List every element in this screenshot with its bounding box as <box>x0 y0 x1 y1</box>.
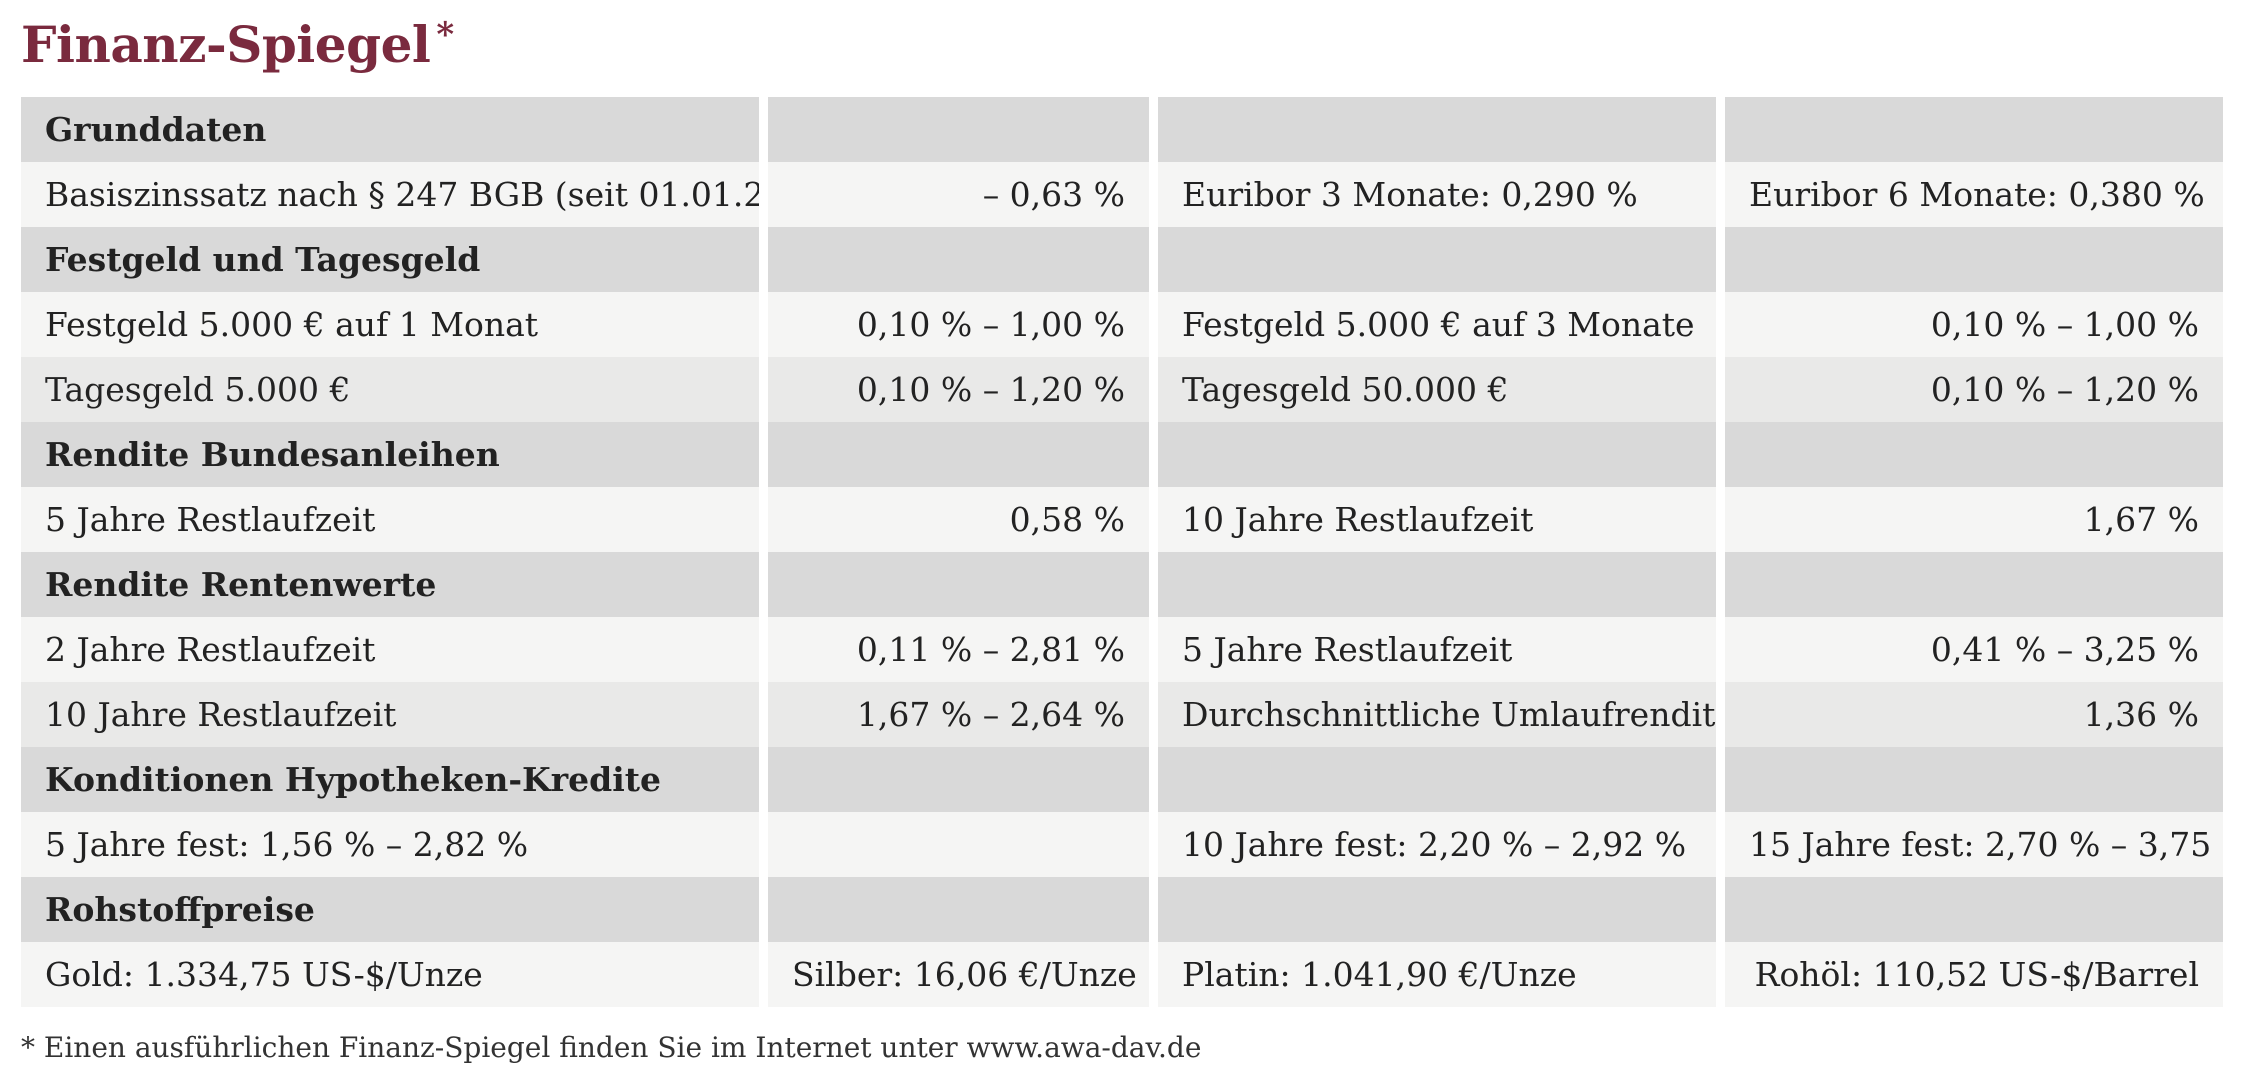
table-row: Festgeld 5.000 € auf 1 Monat 0,10 % – 1,… <box>21 292 2223 357</box>
section-empty-cell <box>768 227 1149 292</box>
row-label: 5 Jahre fest: 1,56 % – 2,82 % <box>21 812 759 877</box>
section-empty-cell <box>1158 422 1716 487</box>
section-empty-cell <box>1725 422 2223 487</box>
section-heading: Grunddaten <box>21 97 759 162</box>
section-header-row: Festgeld und Tagesgeld <box>21 227 2223 292</box>
section-heading: Rendite Bundesanleihen <box>21 422 759 487</box>
footnote: * Einen ausführlichen Finanz-Spiegel fin… <box>21 1031 1202 1064</box>
row-label: Festgeld 5.000 € auf 1 Monat <box>21 292 759 357</box>
row-value <box>768 812 1149 877</box>
table-row: 5 Jahre Restlaufzeit 0,58 % 10 Jahre Res… <box>21 487 2223 552</box>
row-value: Rohöl: 110,52 US-$/Barrel <box>1725 942 2223 1007</box>
section-header-row: Rendite Rentenwerte <box>21 552 2223 617</box>
section-empty-cell <box>768 97 1149 162</box>
section-empty-cell <box>1158 747 1716 812</box>
row-value: 1,67 % – 2,64 % <box>768 682 1149 747</box>
row-label: 10 Jahre Restlaufzeit <box>21 682 759 747</box>
row-value: 0,11 % – 2,81 % <box>768 617 1149 682</box>
table-row: 2 Jahre Restlaufzeit 0,11 % – 2,81 % 5 J… <box>21 617 2223 682</box>
section-empty-cell <box>768 747 1149 812</box>
section-heading: Rohstoffpreise <box>21 877 759 942</box>
section-empty-cell <box>1158 227 1716 292</box>
section-header-row: Rendite Bundesanleihen <box>21 422 2223 487</box>
section-heading: Rendite Rentenwerte <box>21 552 759 617</box>
row-label: Durchschnittliche Umlaufrendite <box>1158 682 1716 747</box>
row-value: 1,67 % <box>1725 487 2223 552</box>
row-label: Festgeld 5.000 € auf 3 Monate <box>1158 292 1716 357</box>
table-row: 5 Jahre fest: 1,56 % – 2,82 % 10 Jahre f… <box>21 812 2223 877</box>
page-title: Finanz-Spiegel * <box>21 10 454 80</box>
row-value: 0,10 % – 1,00 % <box>1725 292 2223 357</box>
title-footnote-mark: * <box>436 15 454 55</box>
row-label: 2 Jahre Restlaufzeit <box>21 617 759 682</box>
section-empty-cell <box>1725 97 2223 162</box>
row-label: Platin: 1.041,90 €/Unze <box>1158 942 1716 1007</box>
row-label: Tagesgeld 50.000 € <box>1158 357 1716 422</box>
table-row: Gold: 1.334,75 US-$/Unze Silber: 16,06 €… <box>21 942 2223 1007</box>
section-header-row: Rohstoffpreise <box>21 877 2223 942</box>
section-empty-cell <box>1158 552 1716 617</box>
section-empty-cell <box>1158 97 1716 162</box>
row-value: 0,41 % – 3,25 % <box>1725 617 2223 682</box>
title-text: Finanz-Spiegel <box>21 15 431 74</box>
row-label: Basiszinssatz nach § 247 BGB (seit 01.01… <box>21 162 759 227</box>
section-empty-cell <box>1725 552 2223 617</box>
row-value: Silber: 16,06 €/Unze <box>768 942 1149 1007</box>
finanz-spiegel-table: Grunddaten Basiszinssatz nach § 247 BGB … <box>12 97 2232 1007</box>
section-empty-cell <box>1725 227 2223 292</box>
section-empty-cell <box>768 877 1149 942</box>
row-value: 0,58 % <box>768 487 1149 552</box>
section-empty-cell <box>1158 877 1716 942</box>
section-heading: Festgeld und Tagesgeld <box>21 227 759 292</box>
row-value: 0,10 % – 1,20 % <box>1725 357 2223 422</box>
section-header-row: Konditionen Hypotheken-Kredite <box>21 747 2223 812</box>
section-empty-cell <box>1725 747 2223 812</box>
section-heading: Konditionen Hypotheken-Kredite <box>21 747 759 812</box>
row-value: – 0,63 % <box>768 162 1149 227</box>
row-label: Euribor 3 Monate: 0,290 % <box>1158 162 1716 227</box>
section-empty-cell <box>1725 877 2223 942</box>
section-empty-cell <box>768 422 1149 487</box>
table-row: 10 Jahre Restlaufzeit 1,67 % – 2,64 % Du… <box>21 682 2223 747</box>
row-label: 5 Jahre Restlaufzeit <box>1158 617 1716 682</box>
row-label: 10 Jahre fest: 2,20 % – 2,92 % <box>1158 812 1716 877</box>
section-header-row: Grunddaten <box>21 97 2223 162</box>
table-row: Basiszinssatz nach § 247 BGB (seit 01.01… <box>21 162 2223 227</box>
row-label: 5 Jahre Restlaufzeit <box>21 487 759 552</box>
row-value: 0,10 % – 1,00 % <box>768 292 1149 357</box>
row-value: Euribor 6 Monate: 0,380 % <box>1725 162 2223 227</box>
row-value: 15 Jahre fest: 2,70 % – 3,75 % <box>1725 812 2223 877</box>
row-value: 1,36 % <box>1725 682 2223 747</box>
row-value: 0,10 % – 1,20 % <box>768 357 1149 422</box>
section-empty-cell <box>768 552 1149 617</box>
table-row: Tagesgeld 5.000 € 0,10 % – 1,20 % Tagesg… <box>21 357 2223 422</box>
row-label: 10 Jahre Restlaufzeit <box>1158 487 1716 552</box>
row-label: Tagesgeld 5.000 € <box>21 357 759 422</box>
row-label: Gold: 1.334,75 US-$/Unze <box>21 942 759 1007</box>
